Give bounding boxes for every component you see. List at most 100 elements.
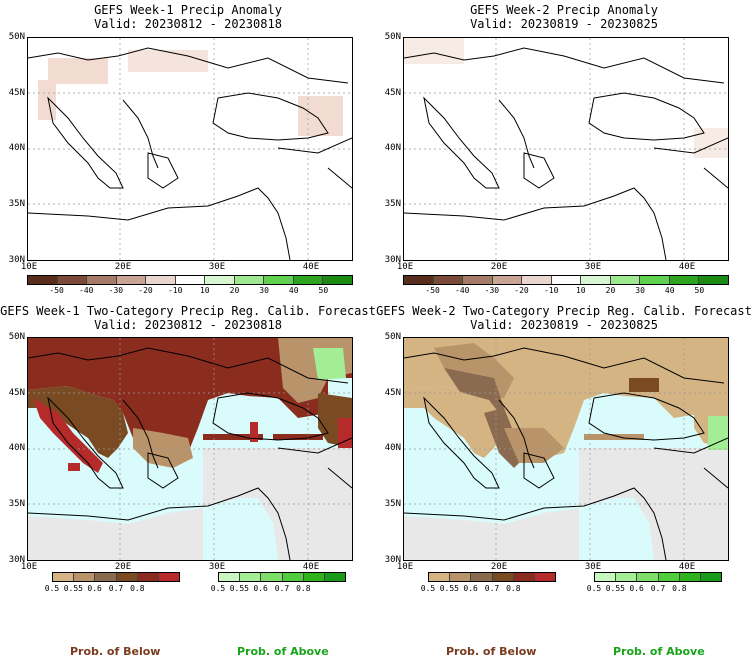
colorbar-swatch bbox=[513, 573, 535, 581]
lat-label: 40N bbox=[384, 443, 401, 453]
lon-label: 30E bbox=[584, 562, 602, 572]
colorbar-tick-label: 0.55 bbox=[605, 584, 625, 593]
colorbar-swatch bbox=[637, 573, 659, 581]
colorbar-tick-label: 10 bbox=[575, 286, 586, 295]
colorbar-tick-label: 50 bbox=[318, 286, 329, 295]
colorbar-tick-label: 0.6 bbox=[629, 584, 644, 593]
lon-label: 40E bbox=[678, 562, 696, 572]
above-colorbar bbox=[218, 572, 346, 582]
colorbar-swatch bbox=[616, 573, 638, 581]
prob-above-label: Prob. of Above bbox=[237, 645, 329, 658]
colorbar-swatch bbox=[404, 276, 434, 284]
colorbar-tick-label: -50 bbox=[425, 286, 440, 295]
colorbar-swatch bbox=[492, 276, 523, 284]
probability-map bbox=[27, 337, 353, 561]
lat-label: 40N bbox=[8, 143, 25, 153]
colorbar-tick-label: 0.8 bbox=[672, 584, 687, 593]
colorbar-tick-label: 0.5 bbox=[420, 584, 436, 593]
colorbar-swatch bbox=[175, 276, 206, 284]
colorbar-swatch bbox=[219, 573, 241, 581]
colorbar-tick-label: 0.5 bbox=[210, 584, 226, 593]
colorbar-swatch bbox=[471, 573, 493, 581]
panel-valid-dates: Valid: 20230812 - 20230818 bbox=[94, 318, 282, 332]
colorbar-tick-label: 0.6 bbox=[87, 584, 102, 593]
anomaly-colorbar-ticks: -50 -40 -30 -20 -10 10 20 30 40 50 bbox=[27, 287, 353, 297]
colorbar-swatch bbox=[240, 573, 262, 581]
colorbar-swatch bbox=[679, 573, 701, 581]
lat-label: 40N bbox=[384, 143, 401, 153]
colorbar-tick-label: 40 bbox=[664, 286, 675, 295]
colorbar-swatch bbox=[522, 276, 552, 284]
prob-below-label: Prob. of Below bbox=[446, 645, 537, 658]
lat-label: 30N bbox=[8, 255, 25, 265]
colorbar-swatch bbox=[146, 276, 176, 284]
colorbar-swatch bbox=[95, 573, 117, 581]
colorbar-tick-label: 10 bbox=[199, 286, 210, 295]
colorbar-swatch bbox=[264, 276, 294, 284]
colorbar-swatch bbox=[595, 573, 617, 581]
lon-label: 40E bbox=[302, 262, 320, 272]
lat-label: 35N bbox=[384, 199, 401, 209]
colorbar-swatch bbox=[640, 276, 670, 284]
colorbar-tick-label: 0.55 bbox=[439, 584, 459, 593]
lat-label: 35N bbox=[8, 499, 25, 509]
lon-label: 20E bbox=[490, 262, 508, 272]
colorbar-tick-label: 0.7 bbox=[108, 584, 124, 593]
lon-label: 30E bbox=[584, 262, 602, 272]
lat-label: 40N bbox=[8, 443, 25, 453]
lat-label: 45N bbox=[384, 388, 401, 398]
colorbar-swatch bbox=[534, 573, 556, 581]
colorbar-swatch bbox=[293, 276, 324, 284]
anomaly-map bbox=[403, 37, 729, 261]
colorbar-tick-label: 0.7 bbox=[274, 584, 290, 593]
lon-label: 20E bbox=[490, 562, 508, 572]
lat-label: 30N bbox=[384, 255, 401, 265]
colorbar-tick-label: -50 bbox=[49, 286, 64, 295]
lon-label: 30E bbox=[208, 262, 226, 272]
lat-label: 50N bbox=[384, 332, 401, 342]
panel-title: GEFS Week-1 Two-Category Precip Reg. Cal… bbox=[0, 304, 376, 318]
colorbar-tick-label: 0.7 bbox=[484, 584, 500, 593]
panel-week2-two-category: GEFS Week-2 Two-Category Precip Reg. Cal… bbox=[376, 300, 752, 610]
colorbar-swatch bbox=[137, 573, 159, 581]
colorbar-swatch bbox=[87, 276, 117, 284]
lat-label: 45N bbox=[384, 88, 401, 98]
colorbar-swatch bbox=[450, 573, 472, 581]
probability-map bbox=[403, 337, 729, 561]
colorbar-tick-label: -20 bbox=[138, 286, 153, 295]
colorbar-tick-label: 0.6 bbox=[463, 584, 478, 593]
lon-label: 40E bbox=[302, 562, 320, 572]
colorbar-swatch bbox=[74, 573, 96, 581]
panel-title: GEFS Week-2 Two-Category Precip Reg. Cal… bbox=[376, 304, 752, 318]
colorbar-swatch bbox=[303, 573, 325, 581]
colorbar-tick-label: 50 bbox=[694, 286, 705, 295]
map-svg bbox=[28, 38, 352, 260]
colorbar-tick-label: 0.8 bbox=[296, 584, 311, 593]
below-colorbar bbox=[52, 572, 180, 582]
colorbar-swatch bbox=[57, 276, 88, 284]
colorbar-tick-label: -30 bbox=[108, 286, 124, 295]
panel-week2-anomaly: GEFS Week-2 Precip Anomaly Valid: 202308… bbox=[376, 0, 752, 300]
colorbar-swatch bbox=[28, 276, 58, 284]
below-colorbar-ticks: 0.5 0.55 0.6 0.7 0.8 bbox=[45, 584, 180, 595]
panel-valid-dates: Valid: 20230819 - 20230825 bbox=[470, 17, 658, 31]
above-colorbar-ticks: 0.5 0.55 0.6 0.7 0.8 bbox=[211, 584, 346, 595]
colorbar-tick-label: 0.55 bbox=[63, 584, 83, 593]
colorbar-swatch bbox=[699, 276, 729, 284]
lon-label: 40E bbox=[678, 262, 696, 272]
colorbar-swatch bbox=[323, 276, 353, 284]
colorbar-swatch bbox=[463, 276, 493, 284]
prob-above-label: Prob. of Above bbox=[613, 645, 705, 658]
map-svg bbox=[404, 338, 728, 560]
lat-label: 45N bbox=[8, 88, 25, 98]
colorbar-swatch bbox=[669, 276, 700, 284]
colorbar-swatch bbox=[581, 276, 611, 284]
colorbar-tick-label: -40 bbox=[79, 286, 94, 295]
colorbar-swatch bbox=[282, 573, 304, 581]
lat-label: 50N bbox=[384, 32, 401, 42]
lon-label: 30E bbox=[208, 562, 226, 572]
lon-label: 20E bbox=[114, 262, 132, 272]
lat-label: 45N bbox=[8, 388, 25, 398]
lon-label: 10E bbox=[20, 262, 38, 272]
colorbar-tick-label: -30 bbox=[484, 286, 500, 295]
